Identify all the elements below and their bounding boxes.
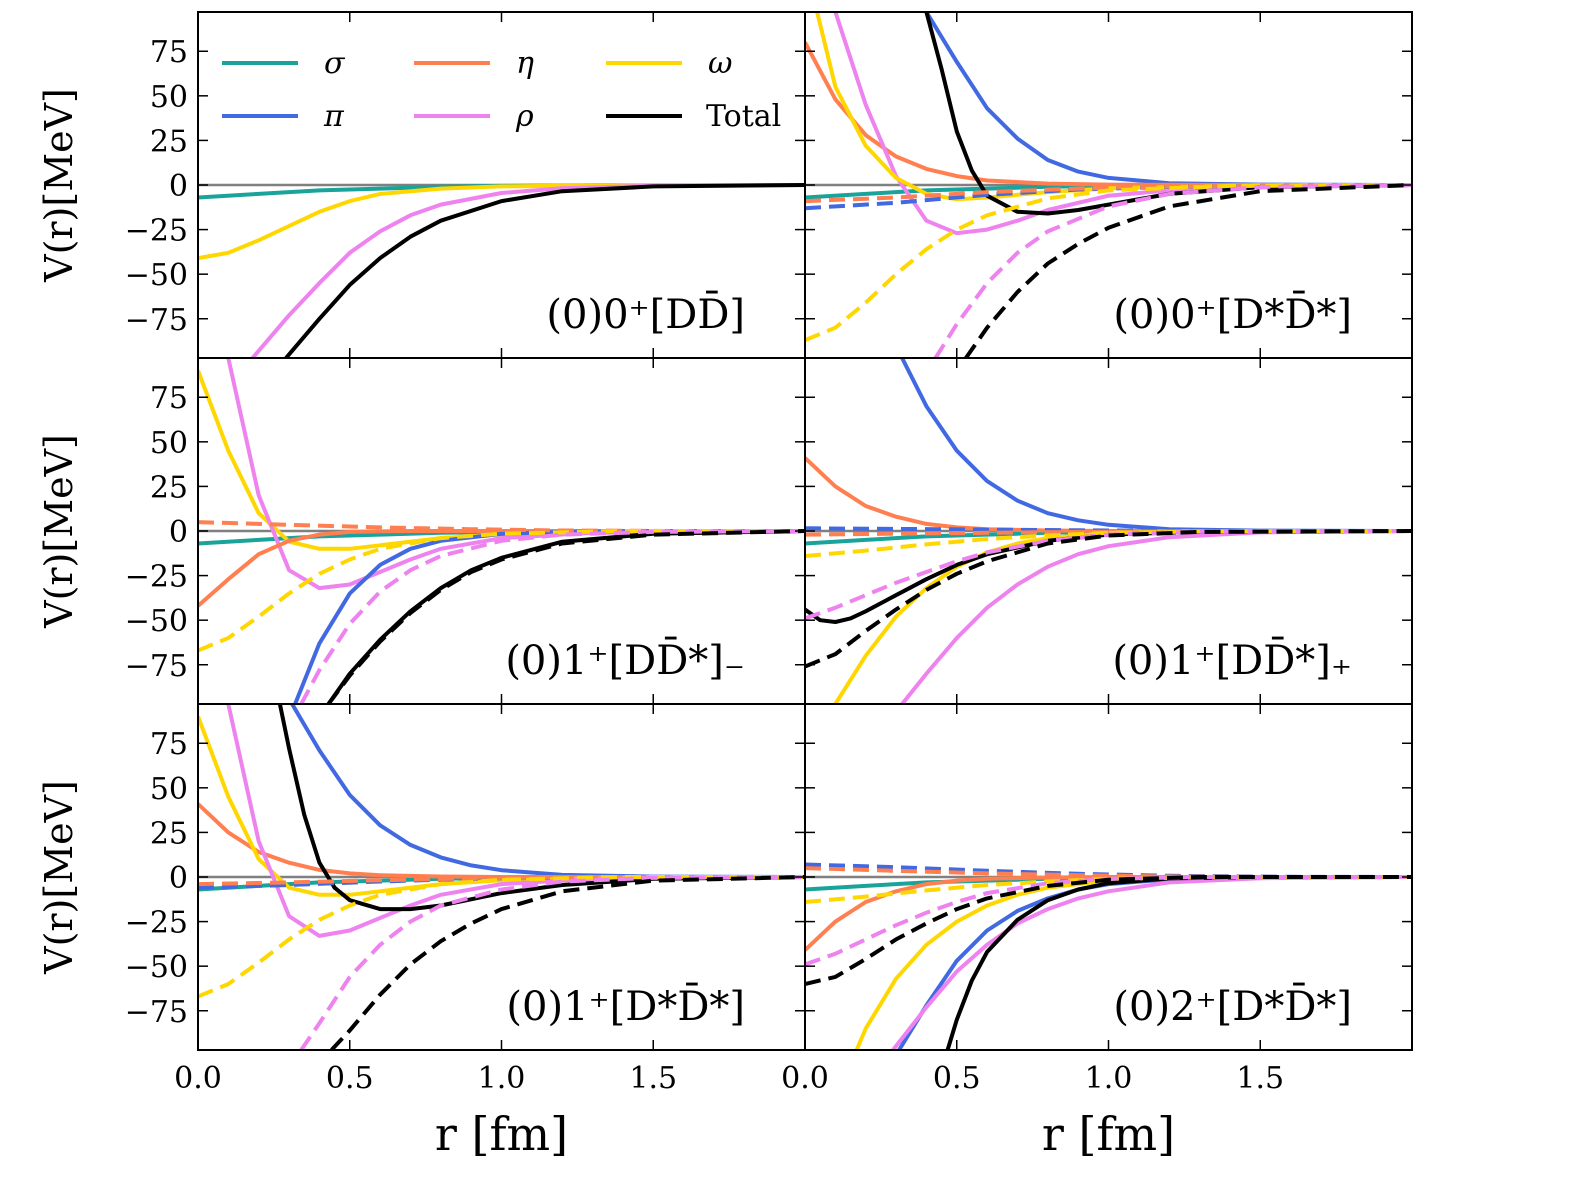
series-ω-dashed <box>198 875 805 999</box>
y-axis-label: V(r)[MeV] <box>37 88 81 283</box>
y-tick-label: 25 <box>150 816 188 851</box>
panel-6: 0.0 0.5 1.0 1.5 (0)2⁺[D*D̄*] <box>781 703 1413 1096</box>
series-η-solid <box>198 802 805 879</box>
y-tick-label: 0 <box>169 169 188 204</box>
series-ρ-solid <box>226 704 805 938</box>
series-ω-dashed <box>805 183 1412 343</box>
series-η-solid <box>805 41 1412 187</box>
series-ω-solid <box>198 369 805 551</box>
series-Total-dashed <box>805 529 1412 669</box>
series-ρ-dashed <box>805 875 1412 967</box>
x-tick-label: 1.5 <box>629 1061 677 1096</box>
series-ρ-solid <box>900 529 1412 704</box>
x-tick-label: 0.5 <box>326 1061 374 1096</box>
y-tick-label: −50 <box>125 950 188 985</box>
series-ω-solid <box>815 12 1412 202</box>
series-ω-solid <box>198 183 805 261</box>
panel-label: (0)0⁺[DD̄] <box>546 291 745 338</box>
legend-item-pi: π <box>222 99 345 134</box>
y-tick-label: 25 <box>150 124 188 159</box>
x-axis-label: r [fm] <box>435 1107 568 1161</box>
y-tick-label: −25 <box>125 560 188 595</box>
series-ρ-solid <box>891 875 1412 1050</box>
y-tick-label: 50 <box>150 772 188 807</box>
y-tick-label: −25 <box>125 214 188 249</box>
y-tick-label: 75 <box>150 381 188 416</box>
legend-label: η <box>516 46 534 81</box>
panel-3: 75 50 25 0 −25 −50 −75 (0)1⁺[DD̄*]₋ <box>125 357 806 705</box>
x-tick-label: 1.0 <box>478 1061 526 1096</box>
y-tick-label: 75 <box>150 35 188 70</box>
series-ρ-dashed <box>805 529 1412 621</box>
y-tick-label: −75 <box>125 995 188 1030</box>
series-Total-dashed <box>326 529 805 704</box>
series-ρ-dashed <box>299 875 805 1050</box>
y-axis-label: V(r)[MeV] <box>37 780 81 975</box>
legend-label: π <box>323 99 345 134</box>
y-tick-label: 50 <box>150 80 188 115</box>
legend: σπ ηρ ω Total <box>222 46 781 134</box>
panel-label: (0)1⁺[D*D̄*] <box>506 983 745 1030</box>
y-tick-label: −75 <box>125 649 188 684</box>
panel-label: (0)2⁺[D*D̄*] <box>1113 983 1352 1030</box>
legend-item-total: Total <box>606 99 781 134</box>
series-ρ-solid <box>833 12 1412 236</box>
x-tick-label: 0.0 <box>174 1061 222 1096</box>
y-tick-label: 50 <box>150 426 188 461</box>
series-Total-dashed <box>964 183 1412 358</box>
x-tick-label: 1.0 <box>1085 1061 1133 1096</box>
y-tick-label: −50 <box>125 258 188 293</box>
y-tick-label: 25 <box>150 470 188 505</box>
x-axis-label: r [fm] <box>1042 1107 1175 1161</box>
legend-label: ω <box>708 46 732 81</box>
panel-label: (0)1⁺[DD̄*]₋ <box>505 637 745 684</box>
series-η-solid <box>805 456 1412 533</box>
y-tick-label: 0 <box>169 515 188 550</box>
series-π-solid <box>900 358 1412 533</box>
series-ρ-dashed <box>933 183 1412 358</box>
legend-item-rho: ρ <box>414 99 534 134</box>
x-tick-label: 0.5 <box>933 1061 981 1096</box>
legend-label: Total <box>706 99 781 134</box>
y-tick-label: 75 <box>150 727 188 762</box>
panel-4: (0)1⁺[DD̄*]₊ <box>804 357 1413 705</box>
series-ρ-solid <box>251 183 805 358</box>
panel-1: 75 50 25 0 −25 −50 −75 (0)0⁺[DD̄] <box>125 11 806 359</box>
panel-label: (0)0⁺[D*D̄*] <box>1113 291 1352 338</box>
series-Total-dashed <box>330 875 805 1050</box>
series-Total-solid <box>284 183 805 358</box>
y-tick-label: −75 <box>125 303 188 338</box>
y-tick-label: 0 <box>169 861 188 896</box>
legend-item-eta: η <box>414 46 534 81</box>
series-π-solid <box>924 12 1412 187</box>
series-Total-solid <box>277 704 805 912</box>
legend-item-sigma: σ <box>222 46 346 81</box>
x-tick-label: 1.5 <box>1236 1061 1284 1096</box>
y-tick-label: −50 <box>125 604 188 639</box>
y-axis-label: V(r)[MeV] <box>37 434 81 629</box>
series-Total-dashed <box>805 875 1412 986</box>
legend-label: ρ <box>515 99 534 134</box>
y-tick-label: −25 <box>125 906 188 941</box>
legend-item-omega: ω <box>606 46 732 81</box>
series-π-solid <box>290 704 805 879</box>
panel-label: (0)1⁺[DD̄*]₊ <box>1112 637 1352 684</box>
x-tick-label: 0.0 <box>781 1061 829 1096</box>
series-ω-dashed <box>198 529 805 653</box>
panel-2: (0)0⁺[D*D̄*] <box>804 11 1413 359</box>
legend-label: σ <box>324 46 346 81</box>
panel-5: 75 50 25 0 −25 −50 −75 0.0 0.5 1.0 1.5 (0)1⁺[D*D̄*] <box>125 703 806 1096</box>
